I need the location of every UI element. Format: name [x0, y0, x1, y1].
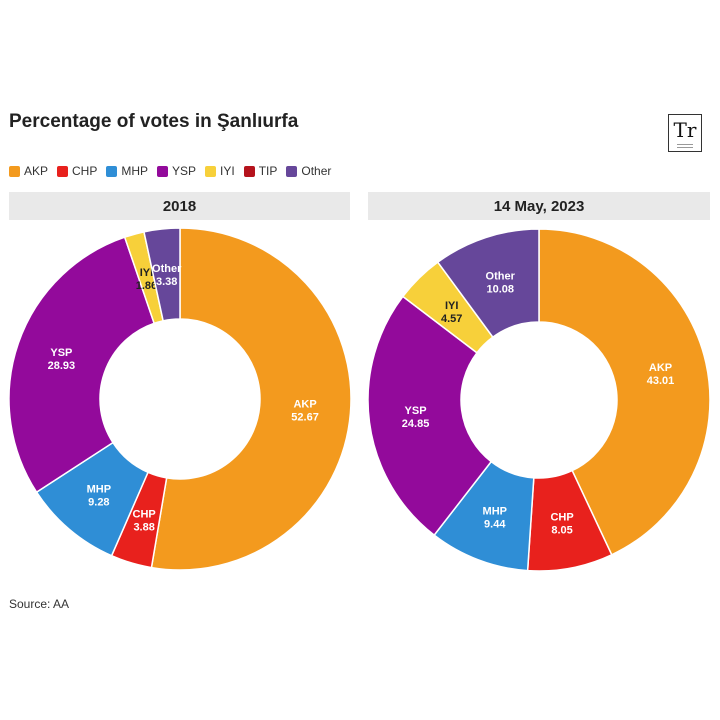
slice-ysp [8, 236, 156, 494]
legend-swatch [286, 165, 298, 177]
slice-value-label: 28.93 [48, 360, 76, 372]
legend-item-akp: AKP [9, 164, 48, 178]
legend-label: AKP [24, 164, 49, 178]
legend-label: IYI [220, 164, 235, 178]
legend-item-other: Other [286, 164, 331, 178]
logo-line [677, 144, 693, 145]
slice-name-label: AKP [649, 362, 672, 374]
legend-item-tip: TIP [243, 164, 278, 178]
slice-name-label: MHP [87, 484, 111, 496]
slice-value-label: 52.67 [291, 412, 319, 424]
slice-name-label: Other [486, 271, 516, 283]
slice-value-label: 3.88 [133, 521, 154, 533]
source-note: Source: AA [9, 597, 70, 611]
legend-label: Other [301, 164, 332, 178]
panel-header-2023: 14 May, 2023 [368, 192, 710, 220]
slice-value-label: 1.86 [136, 280, 157, 292]
slice-name-label: IYI [140, 267, 153, 279]
slice-value-label: 9.44 [484, 518, 506, 530]
legend-item-iyi: IYI [205, 164, 235, 178]
legend: AKP CHP MHP YSP IYI TIP Other [9, 164, 340, 178]
legend-swatch [243, 165, 255, 177]
slice-name-label: CHP [133, 508, 156, 520]
slice-name-label: IYI [445, 300, 458, 312]
slice-akp [538, 228, 711, 556]
slice-value-label: 8.05 [551, 524, 572, 536]
legend-item-ysp: YSP [157, 164, 196, 178]
slice-ysp [367, 295, 493, 537]
slice-value-label: 43.01 [647, 375, 675, 387]
publisher-logo: Tr [668, 114, 702, 152]
slice-value-label: 9.28 [88, 497, 109, 509]
legend-swatch [9, 165, 20, 177]
donut-charts: AKP52.67CHP3.88MHP9.28YSP28.93IYI1.86Oth… [8, 227, 711, 572]
legend-swatch [106, 165, 118, 177]
logo-text: Tr [673, 118, 697, 142]
legend-label: CHP [72, 164, 98, 178]
slice-name-label: Other [152, 263, 182, 275]
slice-akp [150, 227, 352, 571]
legend-label: YSP [172, 164, 197, 178]
slice-name-label: YSP [405, 405, 427, 417]
slice-name-label: MHP [483, 505, 507, 517]
panel-header-2018: 2018 [9, 192, 350, 220]
slice-name-label: CHP [550, 511, 573, 523]
legend-swatch [157, 165, 169, 177]
legend-label: TIP [258, 164, 278, 178]
logo-line [677, 147, 693, 148]
slice-value-label: 4.57 [441, 313, 462, 325]
slice-value-label: 24.85 [402, 418, 430, 430]
legend-label: MHP [121, 164, 149, 178]
slice-value-label: 3.38 [156, 276, 177, 288]
legend-item-chp: CHP [57, 164, 97, 178]
slice-value-label: 10.08 [486, 284, 514, 296]
slice-name-label: AKP [293, 399, 316, 411]
slice-name-label: YSP [50, 347, 72, 359]
slice-other [436, 228, 540, 339]
legend-swatch [57, 165, 69, 177]
chart-title: Percentage of votes in Şanlıurfa [9, 111, 299, 132]
legend-item-mhp: MHP [106, 164, 148, 178]
slice-other [143, 227, 181, 322]
legend-swatch [205, 165, 217, 177]
